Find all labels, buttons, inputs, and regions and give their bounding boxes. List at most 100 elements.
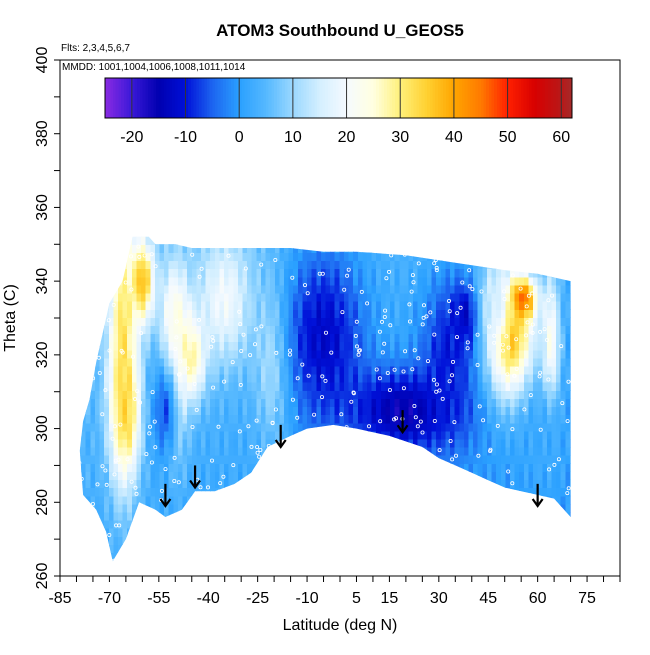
field-cell	[104, 325, 110, 335]
field-cell	[260, 487, 267, 497]
field-cell	[200, 503, 207, 513]
field-cell	[533, 276, 539, 286]
field-cell	[237, 414, 244, 424]
field-cell	[247, 495, 253, 505]
field-cell	[348, 536, 354, 545]
field-cell	[94, 276, 101, 286]
field-cell	[154, 357, 161, 367]
field-cell	[164, 390, 170, 399]
field-cell	[191, 317, 197, 326]
field-cell	[131, 544, 138, 554]
field-cell	[206, 228, 211, 237]
field-cell	[417, 317, 423, 326]
field-cell	[214, 333, 221, 343]
field-cell	[417, 438, 423, 448]
field-cell	[519, 463, 525, 472]
field-cell	[348, 276, 354, 286]
field-cell	[376, 455, 382, 464]
field-cell	[191, 374, 197, 383]
field-cell	[145, 528, 151, 537]
field-cell	[168, 519, 174, 529]
field-cell	[316, 374, 322, 383]
field-cell	[279, 317, 285, 326]
field-cell	[473, 252, 479, 262]
field-cell	[454, 430, 460, 440]
field-cell	[307, 398, 313, 408]
field-cell	[343, 487, 350, 497]
field-cell	[108, 503, 114, 513]
field-cell	[173, 365, 179, 375]
field-cell	[228, 414, 234, 424]
observation-point	[450, 237, 455, 242]
field-cell	[302, 236, 308, 245]
field-cell	[440, 414, 447, 424]
field-cell	[325, 447, 331, 456]
field-cell	[569, 382, 571, 391]
field-cell	[376, 382, 382, 391]
field-cell	[288, 260, 294, 270]
field-cell	[159, 333, 165, 343]
field-cell	[270, 471, 276, 481]
field-cell	[440, 268, 447, 278]
field-cell	[79, 244, 82, 253]
field-cell	[237, 495, 244, 505]
field-cell	[265, 341, 271, 351]
field-cell	[224, 228, 229, 237]
field-cell	[519, 365, 525, 375]
field-cell	[279, 495, 285, 505]
field-cell	[113, 455, 119, 464]
field-cell	[79, 406, 82, 416]
field-cell	[219, 236, 225, 245]
field-cell	[237, 406, 244, 416]
field-cell	[145, 536, 151, 545]
field-cell	[463, 511, 470, 521]
field-cell	[390, 438, 396, 448]
field-cell	[307, 309, 313, 318]
field-cell	[242, 244, 248, 253]
field-cell	[546, 528, 553, 537]
field-cell	[357, 544, 363, 554]
field-cell	[251, 252, 257, 262]
field-cell	[371, 487, 377, 497]
field-cell	[187, 430, 193, 440]
field-cell	[136, 374, 142, 383]
field-cell	[200, 284, 207, 294]
field-cell	[214, 519, 221, 529]
field-cell	[177, 317, 184, 326]
field-cell	[242, 382, 248, 391]
observation-point	[472, 524, 477, 529]
field-cell	[288, 471, 294, 481]
field-cell	[436, 495, 442, 505]
field-cell	[551, 268, 557, 278]
field-cell	[168, 463, 174, 472]
field-cell	[546, 455, 553, 464]
field-cell	[81, 268, 87, 278]
field-cell	[371, 349, 377, 359]
field-cell	[403, 365, 410, 375]
observation-point	[495, 423, 500, 428]
field-cell	[500, 284, 506, 294]
field-cell	[302, 365, 308, 375]
field-cell	[431, 365, 437, 375]
field-cell	[528, 390, 534, 399]
field-cell	[150, 317, 156, 326]
field-cell	[390, 422, 396, 432]
field-cell	[537, 487, 543, 497]
field-cell	[224, 528, 230, 537]
field-cell	[136, 552, 142, 562]
field-cell	[537, 544, 543, 554]
observation-point	[150, 541, 155, 546]
field-cell	[330, 422, 336, 432]
field-cell	[141, 382, 147, 391]
field-cell	[154, 301, 161, 310]
field-cell	[523, 252, 530, 262]
field-cell	[533, 463, 539, 472]
field-cell	[422, 349, 428, 359]
field-cell	[122, 455, 128, 464]
field-cell	[233, 333, 239, 343]
field-cell	[367, 414, 373, 424]
field-cell	[330, 519, 336, 529]
field-cell	[265, 260, 271, 270]
field-cell	[403, 382, 410, 391]
field-cell	[205, 333, 211, 343]
